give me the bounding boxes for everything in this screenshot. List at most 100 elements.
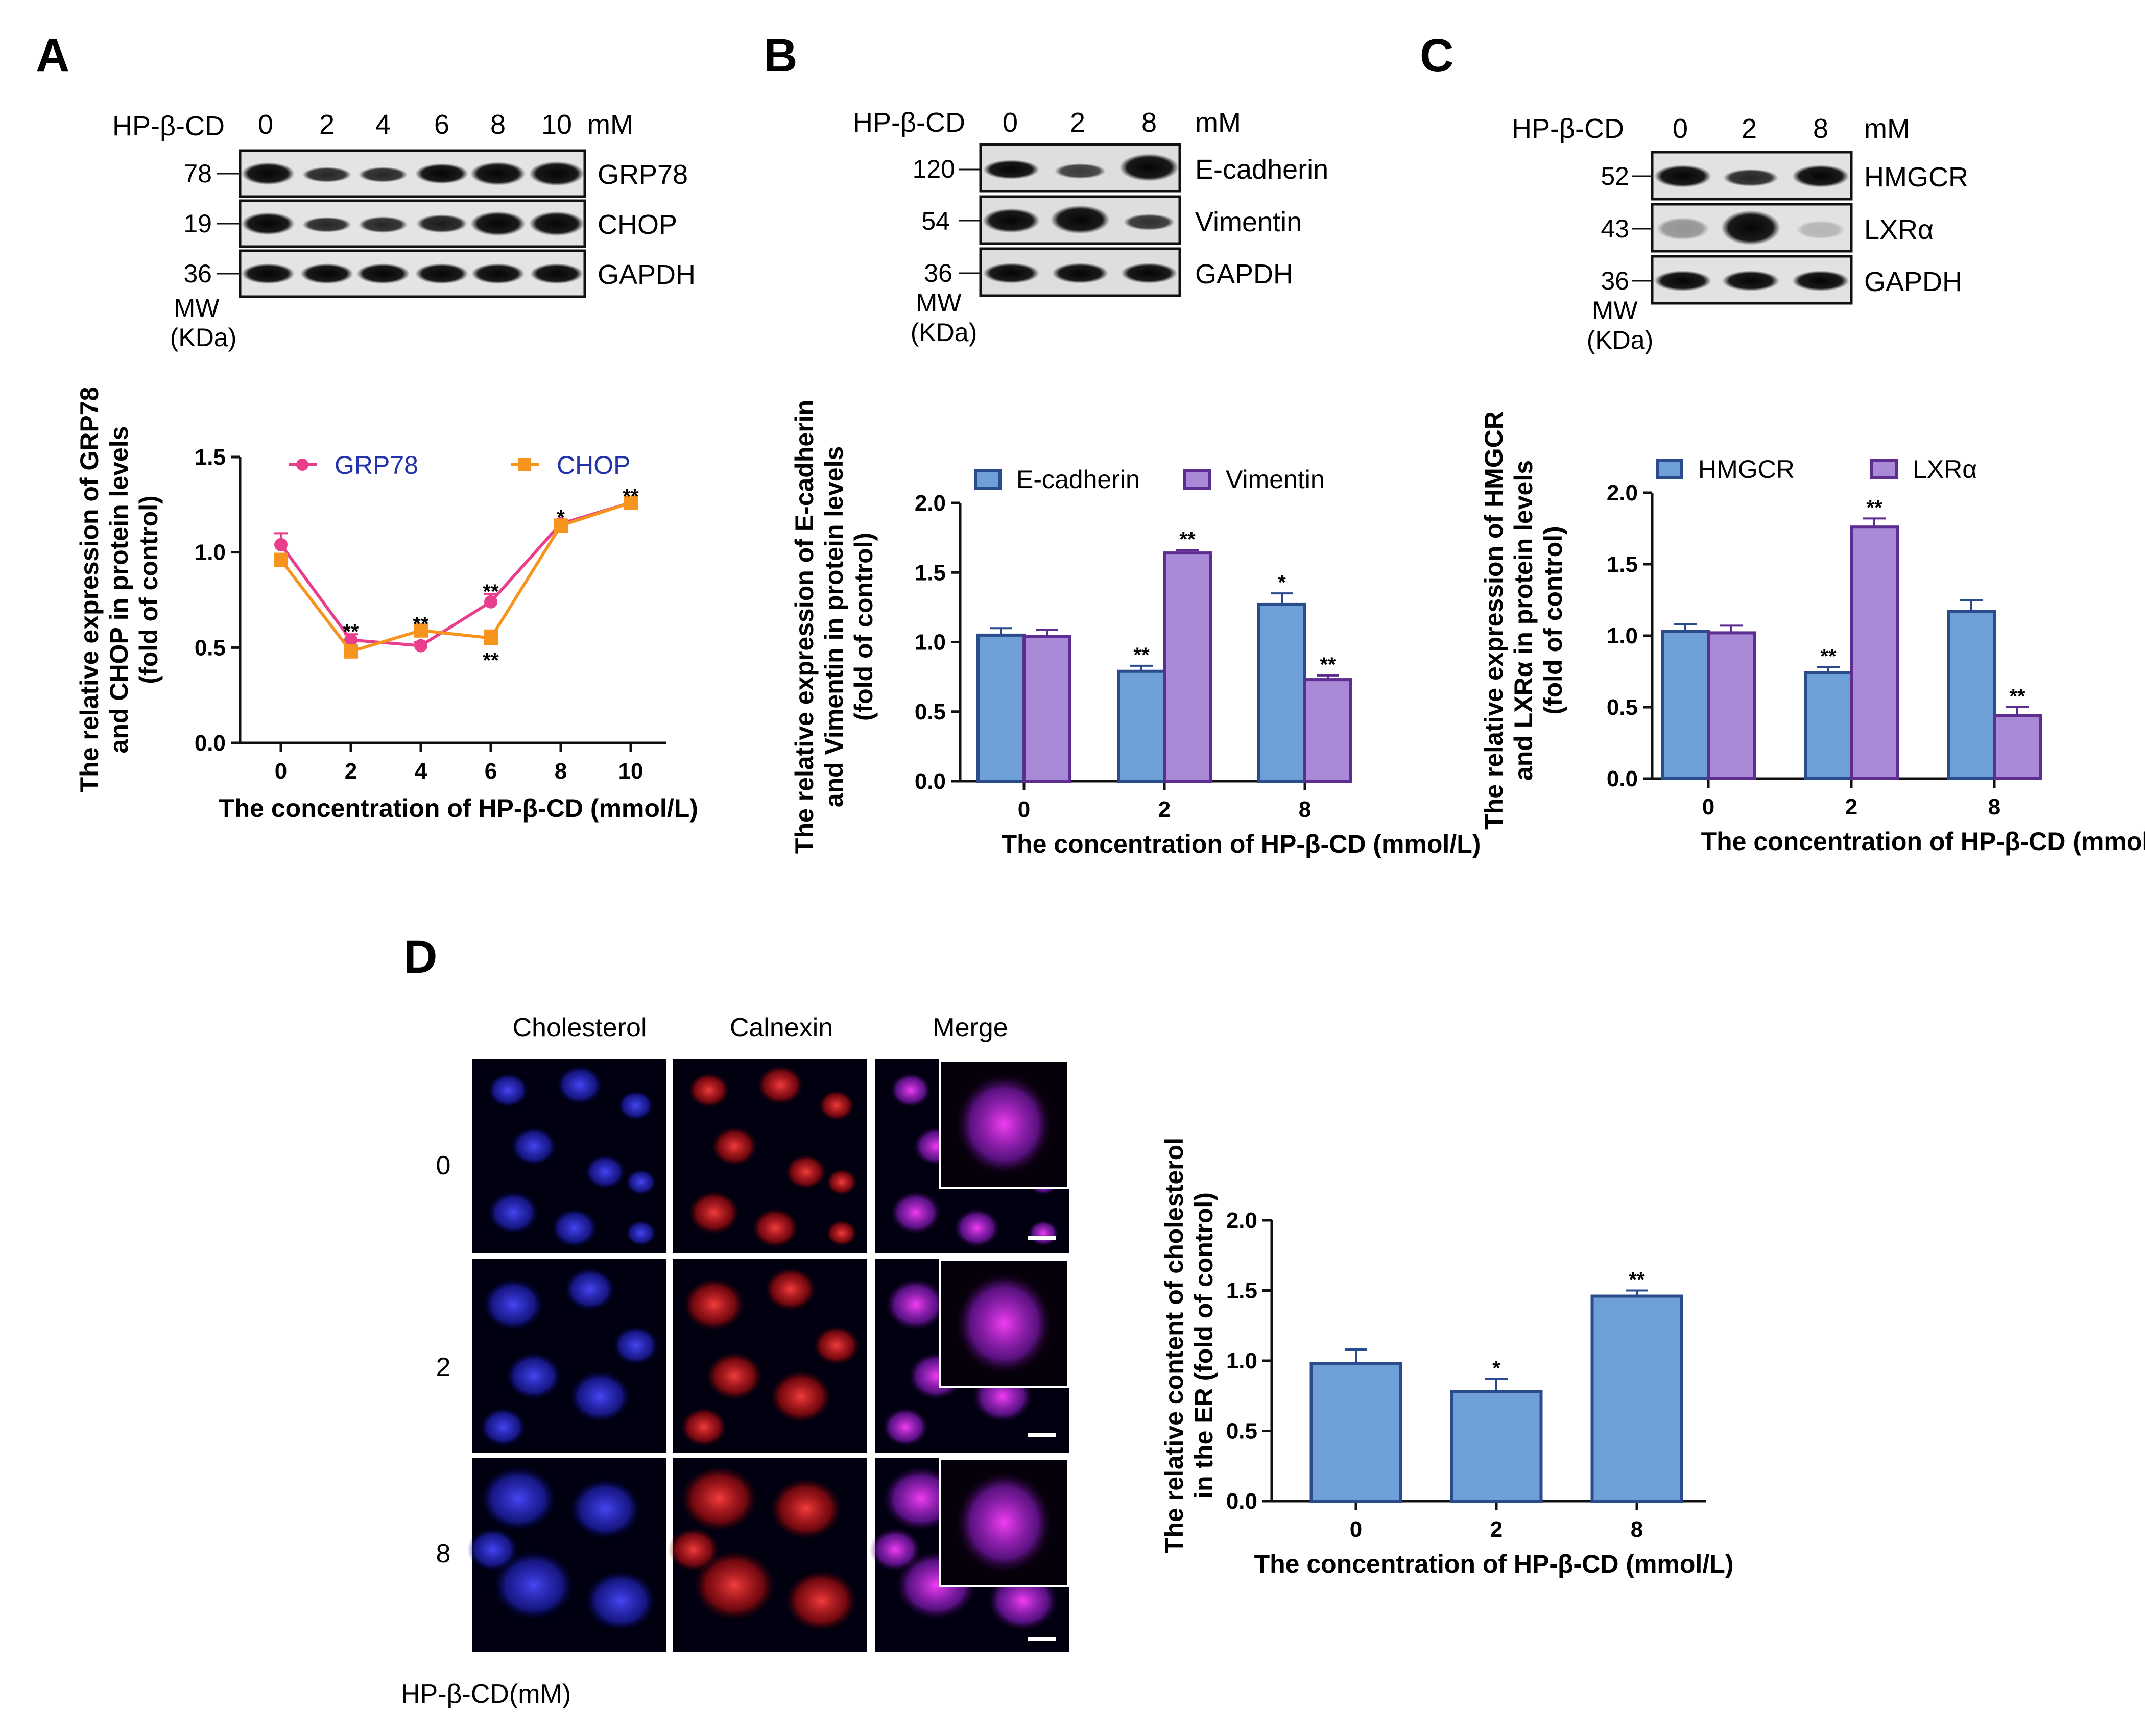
blot-a-mw: 36 [183,259,212,288]
panel-c-blot: C HP-β-CD 0 2 8 mM 52 43 36 MW [1420,30,1968,354]
if-cell [890,1191,941,1235]
if-row-label: 0 [436,1151,451,1180]
if-cell [626,1220,656,1246]
y-tick-label: 0.5 [1607,695,1638,720]
significance-star: ** [1133,644,1150,666]
y-tick-label: 0.0 [915,769,946,794]
if-cell [552,1208,598,1248]
bar [1661,630,1710,780]
y-axis-title: (fold of control) [1539,526,1567,714]
if-cell [883,1407,928,1447]
blot-a-lane-label: 4 [375,109,391,140]
if-cell [885,1279,946,1331]
legend-marker [296,459,308,471]
panel-a-blot: A HP-β-CD 0 2 4 6 8 10 mM [36,30,696,352]
x-tick-label: 0 [1018,797,1030,822]
chart-a-line: 0.0 0.5 1.0 1.5 0 2 4 6 8 10 The concentration of … [75,387,698,823]
x-axis-title: The concentration of HP-β-CD (mmol/L) [1002,830,1481,858]
blot-a-lane-label: 0 [258,109,273,140]
if-cell [585,1154,626,1189]
blot-b-lane-label: 0 [1003,107,1018,138]
x-tick-label: 8 [1299,797,1311,822]
y-axis-title: and Vimentin in protein levels [820,446,848,808]
blot-c-mw: 52 [1601,162,1629,190]
legend-label: CHOP [557,451,630,479]
y-axis-title: in the ER (fold of control) [1189,1192,1218,1499]
blot-b-unit: mM [1195,107,1241,138]
if-cell [826,1169,857,1195]
if-cell [752,1208,798,1248]
legend-swatch [1656,459,1683,479]
y-tick-label: 2.0 [915,491,946,516]
significance-star: * [1278,571,1286,594]
legend-label: Vimentin [1226,465,1325,494]
panel-b-letter: B [764,30,797,82]
bar [1804,671,1853,781]
legend-marker [518,458,531,471]
chart-d-bar: 0.0 0.5 1.0 1.5 2.0 0 2 * 8 ** The concentration o… [1160,1138,1733,1578]
if-cell [770,1370,831,1422]
panel-d-letter: D [403,931,437,983]
if-cell [785,1154,826,1189]
if-row-label: 8 [436,1539,451,1569]
if-cell [770,1478,842,1539]
if-cell [706,1352,762,1400]
blot-a-treatment-label: HP-β-CD [112,111,225,141]
significance-star: ** [1866,496,1882,519]
blot-c-strip-hmgcr [1651,151,1853,201]
if-column-label: Calnexin [730,1013,833,1043]
blot-b-treatment-label: HP-β-CD [853,107,965,138]
data-point [344,633,358,647]
significance-star: ** [413,613,429,636]
blot-a-strip-chop [239,199,586,248]
blot-a-mw: 19 [183,209,212,238]
bar [1022,635,1071,783]
x-axis-title: The concentration of HP-β-CD (mmol/L) [1254,1550,1734,1578]
x-tick-label: 2 [345,759,357,784]
panel-c-letter: C [1420,30,1453,82]
significance-star: * [1492,1357,1500,1380]
significance-star: ** [343,620,359,643]
blot-c-unit: mM [1864,113,1910,144]
blot-a-lane-label: 8 [490,109,506,140]
blot-c-protein-label: GAPDH [1864,267,1962,297]
blot-b-strip-gapdh [979,247,1181,297]
x-tick-label: 8 [1631,1517,1643,1542]
x-axis-title: The concentration of HP-β-CD (mmol/L) [1701,827,2145,856]
if-cell [618,1090,654,1121]
x-tick-label: 0 [1350,1517,1362,1542]
if-column-label: Merge [933,1013,1008,1043]
legend-swatch [1183,469,1211,490]
if-cell [819,1090,854,1121]
if-cell [826,1220,857,1246]
bar [1257,602,1306,783]
significance-star: ** [1629,1269,1645,1291]
y-tick-label: 0.0 [195,731,226,756]
y-axis-title: The relative expression of GRP78 [75,387,104,793]
series-line-grp78 [279,501,631,647]
blot-b-mw-label: MW [916,288,962,317]
blot-a-lane-label: 2 [319,109,335,140]
blot-a-mw: 78 [183,159,212,188]
y-tick-label: 1.5 [195,445,226,470]
if-cell [1028,1220,1059,1246]
y-tick-label: 0.0 [1607,766,1638,791]
chart-c-bar: 0.0 0.5 1.0 1.5 2.0 0 2 ** ** 8 ** The concentratio… [1480,411,2145,856]
bar [1303,678,1352,783]
if-cell [757,1065,803,1105]
x-tick-label: 4 [415,759,427,784]
if-cell [506,1352,562,1400]
y-axis-title: (fold of control) [849,533,878,721]
if-cell [569,1370,631,1422]
if-cell [557,1065,603,1105]
legend-label: LXRα [1913,455,1977,484]
bar [1993,714,2042,781]
blot-c-lane-label: 0 [1673,113,1688,144]
if-cell [681,1466,757,1531]
x-axis-title: The concentration of HP-β-CD (mmol/L) [219,794,698,823]
blot-a-lane-label: 6 [434,109,449,140]
x-tick-label: 10 [618,759,644,784]
if-column-label: Cholesterol [512,1013,647,1043]
blot-c-strip-gapdh [1651,255,1853,305]
